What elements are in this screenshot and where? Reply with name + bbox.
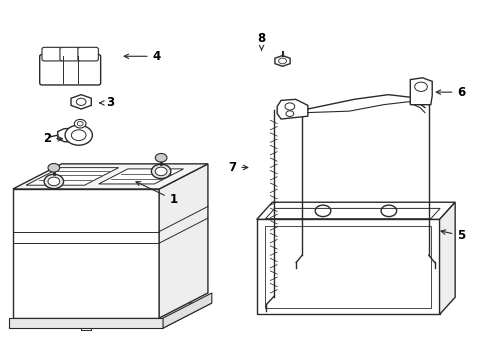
Polygon shape — [256, 202, 454, 220]
Polygon shape — [409, 78, 431, 105]
Text: 4: 4 — [124, 50, 161, 63]
Circle shape — [48, 163, 60, 172]
Polygon shape — [163, 293, 211, 328]
FancyBboxPatch shape — [60, 47, 80, 61]
Circle shape — [151, 164, 170, 179]
Polygon shape — [439, 202, 454, 315]
FancyBboxPatch shape — [42, 47, 62, 61]
Text: 6: 6 — [435, 86, 465, 99]
Text: 5: 5 — [440, 229, 465, 242]
FancyBboxPatch shape — [40, 54, 101, 85]
Circle shape — [74, 120, 86, 128]
Text: 7: 7 — [228, 161, 247, 174]
Polygon shape — [9, 303, 211, 328]
Text: 1: 1 — [136, 182, 178, 206]
Circle shape — [48, 177, 60, 186]
Polygon shape — [13, 164, 207, 189]
Polygon shape — [13, 189, 159, 318]
Text: 3: 3 — [100, 96, 114, 109]
Circle shape — [44, 174, 63, 189]
FancyBboxPatch shape — [78, 47, 98, 61]
Text: 8: 8 — [257, 32, 265, 50]
Circle shape — [155, 153, 166, 162]
Polygon shape — [9, 318, 163, 328]
Polygon shape — [159, 164, 207, 318]
Polygon shape — [274, 55, 289, 66]
Text: 2: 2 — [43, 132, 62, 145]
Polygon shape — [277, 99, 307, 119]
Polygon shape — [58, 128, 81, 142]
Polygon shape — [71, 95, 91, 109]
Circle shape — [65, 125, 92, 145]
Polygon shape — [99, 169, 183, 184]
Polygon shape — [256, 220, 439, 315]
Polygon shape — [26, 168, 119, 185]
Circle shape — [155, 167, 166, 176]
